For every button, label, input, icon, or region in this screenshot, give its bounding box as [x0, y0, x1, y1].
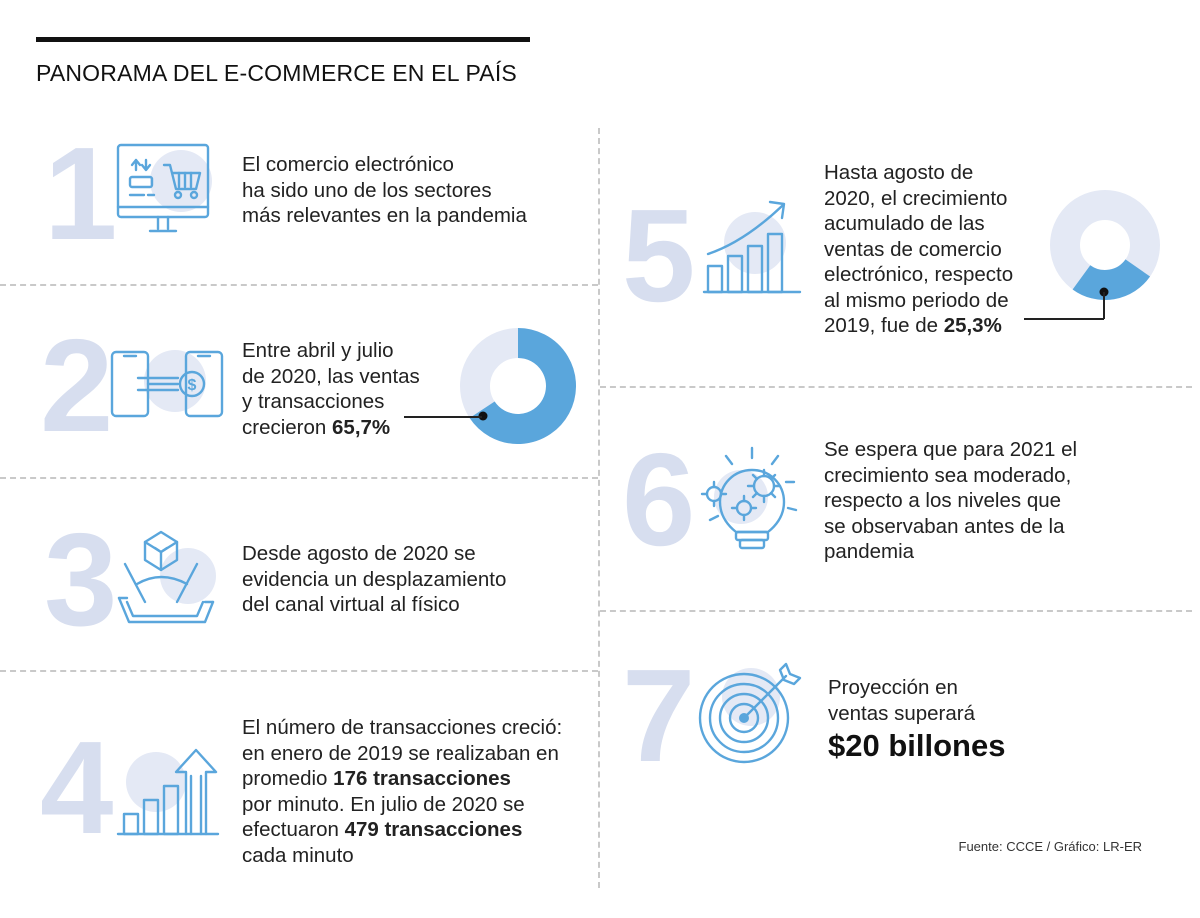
svg-text:$: $ — [188, 377, 197, 394]
text-line: más relevantes en la pandemia — [242, 204, 527, 227]
text-line: El comercio electrónico — [242, 153, 454, 176]
highlight-value: $20 billones — [828, 728, 1006, 763]
donut-leader-line — [1024, 318, 1104, 320]
text-line: promedio 176 transacciones — [242, 766, 562, 792]
text-line: acumulado de las — [824, 212, 985, 235]
text-line: ventas superará — [828, 701, 976, 725]
text-fragment: efectuaron — [242, 818, 345, 841]
text-fragment: crecieron — [242, 415, 333, 439]
donut-value-arc — [469, 328, 576, 444]
box-on-tablet-icon — [115, 528, 219, 637]
separator — [0, 670, 598, 672]
target-arrow-icon — [694, 660, 804, 775]
highlight-value: 65,7% — [332, 415, 391, 439]
text-fragment: 2019, fue de — [824, 314, 944, 337]
growth-chart-icon — [700, 196, 806, 301]
item-number: 4 — [40, 714, 114, 861]
text-line: ha sido uno de los sectores — [242, 178, 492, 202]
text-line: al mismo periodo de — [824, 288, 1009, 312]
text-line: Desde agosto de 2020 se — [242, 542, 476, 565]
lightbulb-gears-icon — [696, 446, 804, 559]
item-text: Se espera que para 2021 el crecimiento s… — [824, 437, 1077, 565]
text-line: efectuaron 479 transacciones — [242, 817, 562, 843]
text-line: pandemia — [824, 540, 915, 563]
item-text: Hasta agosto de 2020, el crecimiento acu… — [824, 160, 1013, 339]
growth-bars-arrow-icon — [114, 744, 224, 843]
text-line: 2020, el crecimiento — [824, 186, 1008, 210]
separator — [0, 477, 598, 479]
text-fragment: promedio — [242, 767, 334, 790]
separator — [0, 284, 598, 286]
text-line: crecieron 65,7% — [242, 415, 420, 441]
text-line: se observaban antes de la — [824, 514, 1065, 538]
source-credit: Fuente: CCCE / Gráfico: LR-ER — [958, 839, 1143, 854]
item-text: Entre abril y julio de 2020, las ventas … — [242, 338, 420, 440]
text-line: Entre abril y julio — [242, 339, 394, 362]
text-line: Proyección en — [828, 676, 958, 699]
highlight-value: 25,3% — [943, 314, 1002, 337]
item-number: 5 — [622, 182, 696, 329]
item-number: 6 — [622, 426, 696, 573]
donut-chart-2 — [460, 328, 576, 449]
item-text: El comercio electrónico ha sido uno de l… — [242, 152, 527, 229]
separator — [600, 610, 1192, 612]
monitor-shopping-cart-icon — [114, 143, 214, 244]
item-number: 7 — [622, 642, 696, 789]
phone-money-transfer-icon: $ — [108, 350, 228, 425]
title-rule — [36, 37, 530, 42]
donut-leader-line — [404, 416, 482, 418]
text-line: El número de transacciones creció: — [242, 716, 563, 739]
text-line: respecto a los niveles que — [824, 489, 1062, 512]
text-line: de 2020, las ventas — [242, 364, 420, 388]
icon-backdrop — [150, 150, 212, 212]
text-line: evidencia un desplazamiento — [242, 567, 507, 591]
text-line: ventas de comercio — [824, 237, 1002, 261]
item-text: Proyección en ventas superará $20 billon… — [828, 675, 1005, 766]
separator — [600, 386, 1192, 388]
item-number: 1 — [44, 120, 118, 267]
donut-value-arc — [1072, 258, 1151, 300]
highlight-value: 479 transacciones — [344, 818, 523, 841]
text-line: crecimiento sea moderado, — [824, 463, 1072, 487]
icon-backdrop — [160, 548, 216, 604]
text-line: cada minuto — [242, 843, 354, 867]
donut-leader-line — [1103, 292, 1105, 319]
text-line: Se espera que para 2021 el — [824, 438, 1078, 461]
item-text: Desde agosto de 2020 se evidencia un des… — [242, 541, 506, 618]
item-number: 3 — [44, 506, 118, 653]
donut-marker-dot — [478, 411, 488, 421]
highlight-value: 176 transacciones — [333, 767, 511, 790]
text-line: por minuto. En julio de 2020 se — [242, 792, 525, 816]
column-divider — [598, 128, 600, 888]
item-text: El número de transacciones creció: en en… — [242, 715, 562, 868]
text-line: Hasta agosto de — [824, 161, 974, 184]
text-line: en enero de 2019 se realizaban en — [242, 741, 559, 765]
text-line: 2019, fue de 25,3% — [824, 313, 1013, 339]
text-line: y transacciones — [242, 390, 385, 413]
item-number: 2 — [40, 312, 114, 459]
page-title: PANORAMA DEL E-COMMERCE EN EL PAÍS — [36, 60, 517, 86]
text-line: electrónico, respecto — [824, 263, 1014, 286]
donut-chart-5 — [1050, 190, 1160, 305]
icon-backdrop — [126, 752, 186, 812]
icon-backdrop — [144, 350, 206, 412]
text-line: del canal virtual al físico — [242, 593, 460, 616]
